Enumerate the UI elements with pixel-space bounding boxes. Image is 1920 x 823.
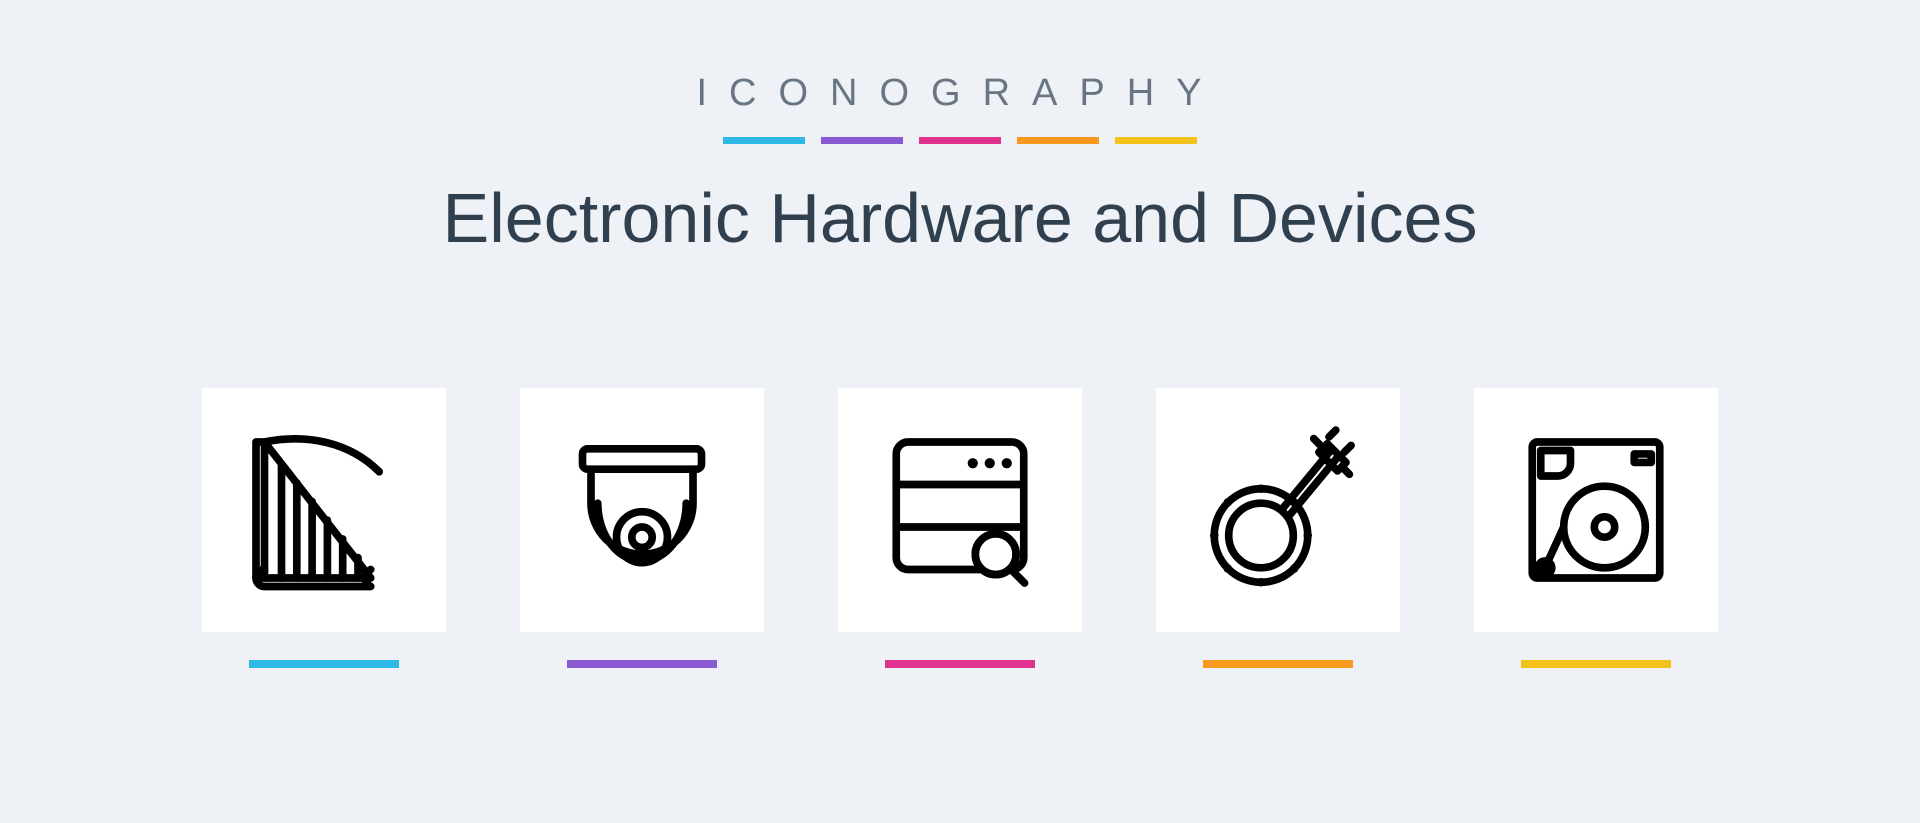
harp-icon (239, 425, 409, 595)
icon-box (1474, 388, 1718, 632)
card-underline (567, 660, 717, 668)
card-underline (1521, 660, 1671, 668)
icon-card (838, 388, 1082, 668)
card-underline (1203, 660, 1353, 668)
brand-label: ICONOGRAPHY (696, 72, 1223, 115)
server-search-icon (875, 425, 1045, 595)
card-underline (885, 660, 1035, 668)
icon-card (202, 388, 446, 668)
brand-underline-1 (723, 137, 805, 144)
brand-underline-5 (1115, 137, 1197, 144)
banjo-icon (1193, 425, 1363, 595)
icon-box (1156, 388, 1400, 632)
brand-underline-2 (821, 137, 903, 144)
brand-underline-3 (919, 137, 1001, 144)
header: ICONOGRAPHY Electronic Hardware and Devi… (443, 72, 1478, 258)
icon-row (0, 388, 1920, 668)
card-underline (249, 660, 399, 668)
page-title: Electronic Hardware and Devices (443, 178, 1478, 258)
dome-camera-icon (557, 425, 727, 595)
icon-box (838, 388, 1082, 632)
icon-card (1474, 388, 1718, 668)
icon-card (520, 388, 764, 668)
icon-box (202, 388, 446, 632)
hard-disk-icon (1511, 425, 1681, 595)
icon-box (520, 388, 764, 632)
brand-underline-4 (1017, 137, 1099, 144)
brand-underline-group (723, 137, 1197, 144)
icon-card (1156, 388, 1400, 668)
